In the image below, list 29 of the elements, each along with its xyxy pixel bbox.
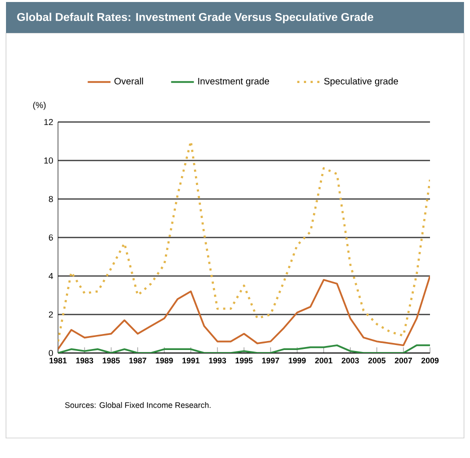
y-tick-label: 2 — [48, 311, 53, 318]
x-tick-label: 1983 — [76, 358, 94, 364]
x-tick-label: 1981 — [50, 358, 67, 364]
y-tick-label: 10 — [44, 157, 53, 164]
y-tick-label: 4 — [48, 273, 54, 279]
line-series — [58, 140, 430, 343]
chart-title: Global Default Rates: Investment Grade Versus Speculative Grade — [17, 12, 374, 24]
x-tick-label: 2009 — [421, 358, 439, 364]
x-tick-label: 2005 — [368, 358, 386, 364]
x-tick-label: 2001 — [315, 358, 332, 364]
y-axis-title: (%) — [33, 102, 46, 110]
x-tick-label: 1999 — [288, 358, 306, 364]
y-tick-label: 12 — [44, 118, 53, 126]
y-tick-label: 0 — [48, 350, 53, 356]
x-tick-label: 1987 — [129, 358, 146, 364]
legend-label: Speculative grade — [324, 78, 398, 86]
x-tick-label: 1995 — [236, 358, 253, 364]
y-tick-label: 8 — [48, 196, 53, 202]
source-note: Sources: Global Fixed Income Research. — [65, 402, 211, 408]
x-tick-label: 1993 — [209, 358, 226, 364]
x-tick-label: 1991 — [182, 358, 200, 364]
legend-label: Overall — [114, 78, 143, 84]
x-tick-label: 1989 — [156, 358, 173, 364]
legend-label: Investment grade — [198, 78, 270, 86]
x-tick-label: 1997 — [262, 358, 280, 364]
x-tick-label: 2007 — [394, 358, 412, 364]
x-tick-label: 1985 — [102, 358, 120, 364]
y-tick-label: 6 — [48, 234, 53, 241]
x-tick-label: 2003 — [342, 358, 359, 364]
